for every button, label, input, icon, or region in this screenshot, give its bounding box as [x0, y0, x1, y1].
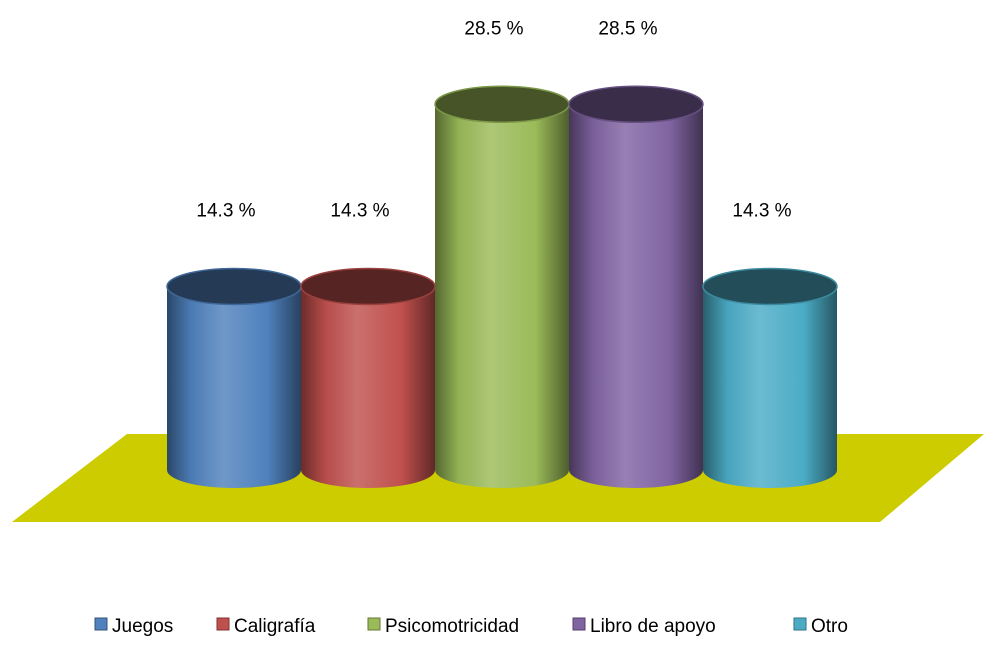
legend-swatch — [572, 617, 586, 631]
legend: Juegos Caligrafía Psicomotricidad Libro de … — [94, 616, 848, 637]
bar-4 — [568, 85, 704, 488]
value-label: 14.3 % — [330, 200, 389, 221]
legend-label: Caligrafía — [234, 616, 316, 637]
bar-body — [569, 104, 703, 488]
value-label: 28.5 % — [464, 18, 523, 39]
bars-layer — [166, 85, 838, 488]
legend-item: Otro — [793, 616, 848, 637]
value-label: 28.5 % — [598, 18, 657, 39]
legend-label: Psicomotricidad — [385, 616, 519, 637]
value-label: 14.3 % — [196, 200, 255, 221]
bar-body — [301, 286, 435, 488]
bar-2 — [300, 267, 436, 488]
bar-top-cap — [702, 267, 838, 306]
legend-swatch — [367, 617, 381, 631]
legend-item: Psicomotricidad — [367, 616, 519, 637]
value-labels-layer: 14.3 % 14.3 % 28.5 % 28.5 % 14.3 % — [196, 18, 791, 221]
value-label: 14.3 % — [732, 200, 791, 221]
legend-item: Caligrafía — [216, 616, 316, 637]
legend-item: Juegos — [94, 616, 173, 637]
legend-label: Otro — [811, 616, 848, 637]
legend-label: Libro de apoyo — [590, 616, 716, 637]
bar-top-cap — [300, 267, 436, 306]
legend-swatch — [216, 617, 230, 631]
legend-item: Libro de apoyo — [572, 616, 716, 637]
bar-5 — [702, 267, 838, 488]
bar-3 — [434, 85, 570, 488]
bar-body — [703, 286, 837, 488]
bar-top-cap — [568, 85, 704, 123]
bar-top-cap — [166, 267, 302, 306]
legend-swatch — [94, 617, 108, 631]
bar-1 — [166, 267, 302, 488]
legend-swatch — [793, 617, 807, 631]
bar-body — [435, 104, 569, 488]
bar-top-cap — [434, 85, 570, 123]
bar-body — [167, 286, 301, 488]
legend-label: Juegos — [112, 616, 173, 637]
